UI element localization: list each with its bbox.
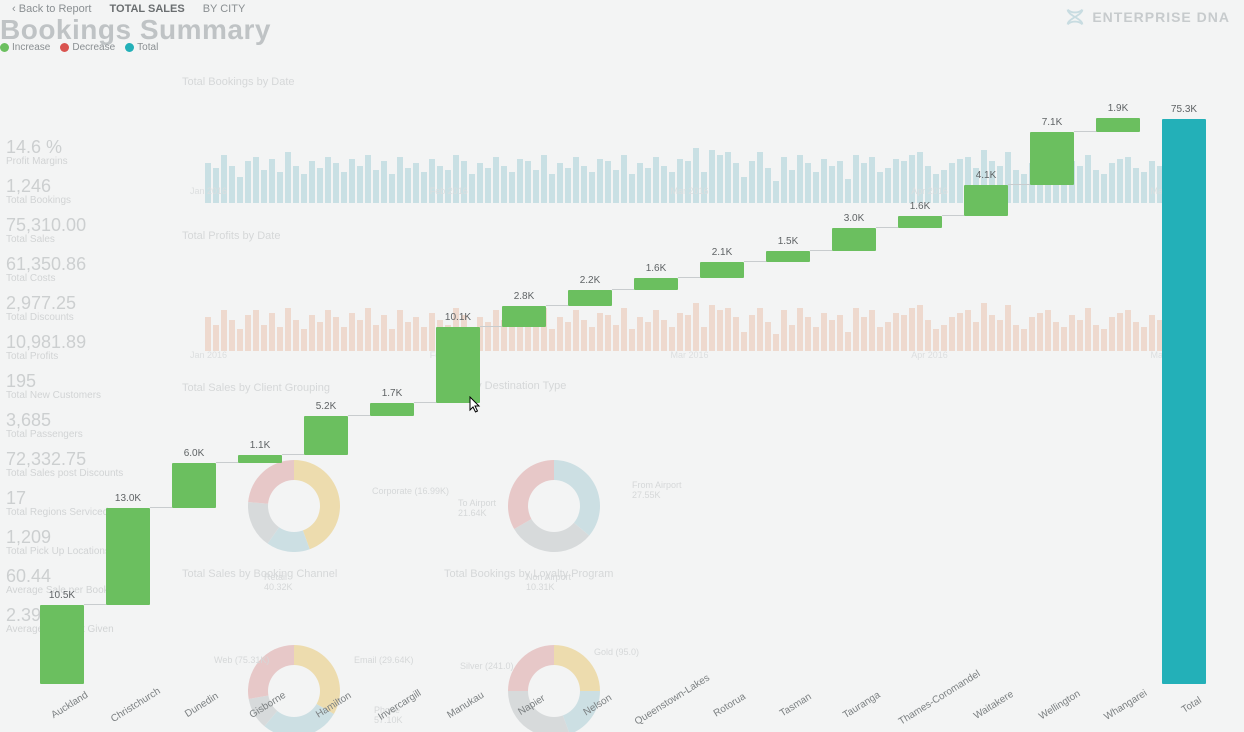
waterfall-connector <box>678 277 700 278</box>
waterfall-bar-label: 75.3K <box>1154 104 1214 115</box>
waterfall-connector <box>414 402 436 403</box>
waterfall-bar[interactable] <box>370 403 414 416</box>
x-axis-category-label: Waitakere <box>963 683 1025 727</box>
legend-total-label: Total <box>137 42 158 53</box>
x-axis-category-label: Nelson <box>567 683 629 727</box>
waterfall-bar[interactable] <box>502 306 546 327</box>
x-axis-category-label: Dunedin <box>171 683 233 727</box>
waterfall-connector <box>1074 131 1096 132</box>
x-axis-category-label: Napier <box>501 683 563 727</box>
waterfall-bar-label: 5.2K <box>296 401 356 412</box>
waterfall-bar-label: 13.0K <box>98 493 158 504</box>
waterfall-connector <box>84 604 106 605</box>
legend-decrease-dot <box>60 43 69 52</box>
legend-increase-dot <box>0 43 9 52</box>
legend-increase-label: Increase <box>12 42 50 53</box>
waterfall-connector <box>282 454 304 455</box>
x-axis-category-label: Auckland <box>39 683 101 727</box>
waterfall-connector <box>1008 184 1030 185</box>
waterfall-connector <box>612 289 634 290</box>
waterfall-bar-label: 7.1K <box>1022 117 1082 128</box>
waterfall-bar[interactable] <box>436 327 480 403</box>
waterfall-bar[interactable] <box>766 251 810 262</box>
waterfall-bar[interactable] <box>634 278 678 290</box>
waterfall-connector <box>810 250 832 251</box>
waterfall-connector <box>876 227 898 228</box>
waterfall-connector <box>942 215 964 216</box>
waterfall-bar-label: 1.9K <box>1088 103 1148 114</box>
x-axis-category-label: Thames-Coromandel <box>897 683 959 727</box>
x-axis-category-label: Wellington <box>1029 683 1091 727</box>
x-axis-category-label: Hamilton <box>303 683 365 727</box>
brand-logo: ENTERPRISE DNA <box>1064 6 1230 28</box>
x-axis-category-label: Queenstown-Lakes <box>633 683 695 727</box>
x-axis-category-label: Gisborne <box>237 683 299 727</box>
waterfall-connector <box>546 305 568 306</box>
waterfall-chart[interactable]: 10.5K13.0K6.0K1.1K5.2K1.7K10.1K2.8K2.2K1… <box>40 74 1230 684</box>
waterfall-bar[interactable] <box>40 605 84 684</box>
waterfall-bar-label: 4.1K <box>956 170 1016 181</box>
dna-icon <box>1064 6 1086 28</box>
waterfall-bar-label: 1.7K <box>362 388 422 399</box>
waterfall-bar[interactable] <box>106 508 150 606</box>
x-axis-category-label: Rotorua <box>699 683 761 727</box>
waterfall-connector <box>348 415 370 416</box>
x-axis-category-label: Tauranga <box>831 683 893 727</box>
x-axis-category-label: Total <box>1161 683 1223 727</box>
legend-total-dot <box>125 43 134 52</box>
x-axis-category-label: Whangarei <box>1095 683 1157 727</box>
x-axis-category-label: Christchurch <box>105 683 167 727</box>
waterfall-bar[interactable] <box>832 228 876 251</box>
waterfall-bar[interactable] <box>1162 119 1206 684</box>
waterfall-connector <box>150 507 172 508</box>
waterfall-connector <box>216 462 238 463</box>
waterfall-bar[interactable] <box>304 416 348 455</box>
waterfall-bar[interactable] <box>568 290 612 307</box>
waterfall-bar[interactable] <box>238 455 282 463</box>
x-axis-category-label: Tasman <box>765 683 827 727</box>
waterfall-bar-label: 10.1K <box>428 312 488 323</box>
waterfall-bar[interactable] <box>898 216 942 228</box>
waterfall-bar-label: 1.6K <box>890 201 950 212</box>
waterfall-x-axis: AucklandChristchurchDunedinGisborneHamil… <box>40 686 1230 726</box>
waterfall-bar-label: 1.1K <box>230 440 290 451</box>
waterfall-bar-label: 1.6K <box>626 263 686 274</box>
waterfall-bar[interactable] <box>1096 118 1140 132</box>
waterfall-connector <box>480 326 502 327</box>
x-axis-category-label: Invercargill <box>369 683 431 727</box>
waterfall-legend: Increase Decrease Total <box>0 42 158 53</box>
waterfall-bar[interactable] <box>172 463 216 508</box>
waterfall-bar-label: 2.8K <box>494 291 554 302</box>
legend-decrease-label: Decrease <box>72 42 115 53</box>
waterfall-connector <box>744 261 766 262</box>
waterfall-bar-label: 6.0K <box>164 448 224 459</box>
waterfall-bar-label: 1.5K <box>758 236 818 247</box>
waterfall-bar-label: 10.5K <box>32 590 92 601</box>
x-axis-category-label: Manukau <box>435 683 497 727</box>
waterfall-bar-label: 2.1K <box>692 247 752 258</box>
waterfall-bar-label: 2.2K <box>560 275 620 286</box>
waterfall-bar[interactable] <box>700 262 744 278</box>
waterfall-bar-label: 3.0K <box>824 213 884 224</box>
waterfall-bar[interactable] <box>964 185 1008 216</box>
waterfall-bar[interactable] <box>1030 132 1074 185</box>
